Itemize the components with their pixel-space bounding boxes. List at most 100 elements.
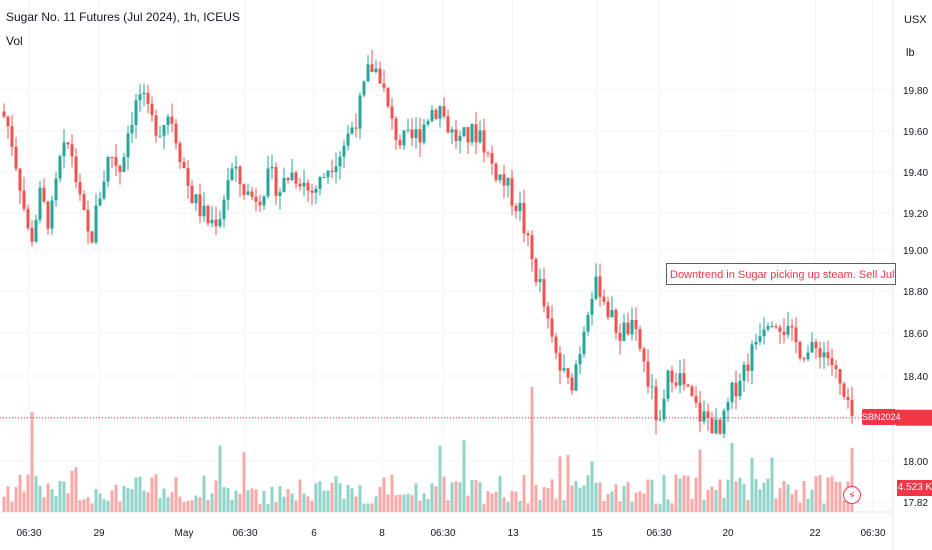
volume-bar [182, 502, 186, 512]
candle-body [98, 198, 102, 206]
volume-bar [678, 478, 682, 512]
candle-body [346, 133, 350, 146]
volume-bar [310, 500, 314, 512]
candle-body [694, 396, 698, 403]
volume-bar [294, 500, 298, 512]
unit-label[interactable]: lb [906, 47, 915, 59]
volume-bar [550, 479, 554, 512]
volume-bar [650, 479, 654, 512]
candle-body [714, 419, 718, 434]
candle-body [226, 180, 230, 200]
candle-body [674, 382, 678, 386]
candle-body [654, 386, 658, 421]
candle-body [266, 168, 270, 197]
candle-body [146, 92, 150, 104]
volume-bar [322, 490, 326, 512]
candle-body [558, 352, 562, 371]
candle-body [730, 382, 734, 403]
volume-bar [50, 489, 54, 512]
candle-body [18, 168, 22, 191]
y-tick-label: 18.80 [903, 287, 928, 298]
volume-bar [406, 493, 410, 512]
volume-bar [590, 461, 594, 512]
volume-bar [338, 483, 342, 512]
volume-bar [158, 497, 162, 512]
y-tick-label: 19.20 [903, 209, 928, 220]
candle-body [258, 201, 262, 206]
volume-bar [630, 501, 634, 512]
candle-body [546, 306, 550, 319]
candle-body [538, 279, 542, 282]
volume-label: Vol [6, 34, 23, 48]
volume-bar [514, 491, 518, 512]
volume-bar [446, 500, 450, 512]
candle-body [218, 219, 222, 227]
currency-label[interactable]: USX [904, 14, 927, 26]
candle-body [758, 336, 762, 342]
candle-body [522, 203, 526, 234]
volume-bar [490, 493, 494, 512]
volume-bar [198, 497, 202, 512]
volume-bar [226, 488, 230, 512]
volume-bar [566, 455, 570, 512]
candle-body [174, 123, 178, 144]
candle-body [2, 111, 6, 117]
candle-body [410, 129, 414, 139]
candle-body [518, 203, 522, 212]
x-tick-label: 6 [311, 528, 317, 539]
candle-body [270, 166, 274, 169]
volume-bar [470, 480, 474, 512]
candle-body [798, 342, 802, 359]
lightning-icon[interactable]: ⚡ [843, 486, 861, 504]
candle-body [550, 318, 554, 337]
candle-body [578, 354, 582, 365]
volume-bar [626, 481, 630, 512]
volume-bar [462, 440, 466, 512]
candle-body [354, 127, 358, 129]
volume-bar [662, 475, 666, 512]
volume-bar [346, 485, 350, 512]
candle-body [466, 127, 470, 143]
volume-bar [578, 487, 582, 512]
candle-body [442, 106, 446, 117]
volume-bar [218, 445, 222, 512]
volume-bar [178, 496, 182, 512]
y-tick-label: 19.60 [903, 127, 928, 138]
volume-bar [66, 493, 70, 512]
candle-body [790, 325, 794, 328]
volume-bar [418, 500, 422, 512]
candle-body [638, 328, 642, 349]
volume-bar [826, 477, 830, 512]
candle-body [446, 116, 450, 133]
candle-body [526, 233, 530, 236]
volume-bar [442, 476, 446, 512]
volume-bar [762, 482, 766, 512]
volume-bar [850, 447, 854, 512]
volume-bar [90, 503, 94, 512]
volume-bar [270, 486, 274, 512]
volume-bar [646, 479, 650, 512]
annotation-note[interactable]: Downtrend in Sugar picking up steam. Sel… [666, 263, 896, 285]
candle-body [850, 399, 854, 416]
volume-bar [246, 490, 250, 512]
volume-bar [558, 456, 562, 512]
candle-body [422, 124, 426, 143]
candle-body [458, 136, 462, 141]
candle-body [586, 314, 590, 332]
x-tick-label: 06:30 [430, 528, 455, 539]
volume-bar [838, 481, 842, 512]
volume-bar [114, 484, 118, 512]
volume-bar [354, 496, 358, 512]
candle-body [182, 162, 186, 169]
volume-bar [174, 477, 178, 512]
candle-body [374, 68, 378, 72]
candle-body [114, 157, 118, 166]
volume-bar [570, 485, 574, 512]
candle-body [554, 336, 558, 353]
candle-body [362, 81, 366, 96]
volume-bar [766, 478, 770, 512]
candle-body [430, 110, 434, 122]
volume-bar [390, 474, 394, 512]
volume-bar [674, 474, 678, 512]
